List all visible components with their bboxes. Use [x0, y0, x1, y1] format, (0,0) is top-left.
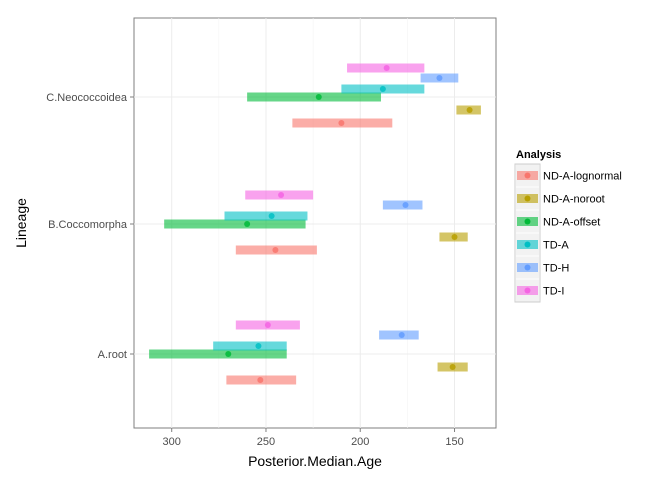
median-point — [338, 120, 345, 126]
median-point — [402, 202, 409, 208]
range-bar — [164, 219, 306, 229]
range-bar — [213, 341, 287, 351]
median-point — [244, 221, 251, 227]
median-point — [272, 247, 279, 253]
x-tick-label: 200 — [351, 436, 369, 448]
median-point — [466, 107, 473, 113]
legend-label: ND-A-lognormal — [543, 171, 622, 183]
legend: Analysis ND-A-lognormal ND-A-noroot ND-A-o… — [514, 149, 622, 303]
legend-title: Analysis — [516, 149, 561, 161]
y-axis-ticks: A.root B.Coccomorpha C.Neococcoidea — [46, 92, 134, 361]
legend-key-point — [524, 287, 531, 294]
x-tick-label: 250 — [257, 436, 275, 448]
median-points — [225, 65, 473, 383]
y-tick-label: C.Neococcoidea — [46, 92, 128, 104]
legend-key-point — [524, 172, 531, 179]
range-bar — [247, 92, 381, 102]
legend-frame — [514, 163, 541, 303]
legend-label: TD-H — [543, 263, 569, 275]
x-tick-label: 300 — [163, 436, 181, 448]
median-point — [278, 192, 285, 198]
median-point — [379, 86, 386, 92]
median-point — [451, 234, 458, 240]
y-axis-title: Lineage — [13, 198, 29, 248]
range-bar — [149, 349, 287, 359]
legend-key-point — [524, 241, 531, 248]
x-axis-title: Posterior.Median.Age — [248, 453, 382, 469]
median-point — [257, 377, 264, 383]
legend-label: TD-I — [543, 286, 564, 298]
median-point — [449, 364, 456, 370]
x-axis-ticks: 300 250 200 150 — [163, 428, 464, 448]
median-point — [268, 213, 275, 219]
y-tick-label: B.Coccomorpha — [48, 219, 128, 231]
range-bar — [224, 211, 308, 221]
legend-key-point — [524, 195, 531, 202]
legend-key-point — [524, 264, 531, 271]
median-point — [436, 75, 443, 81]
median-point — [398, 332, 405, 338]
legend-key-point — [524, 218, 531, 225]
legend-label: ND-A-noroot — [543, 194, 605, 206]
median-point — [264, 322, 271, 328]
legend-label: ND-A-offset — [543, 217, 600, 229]
legend-label: TD-A — [543, 240, 569, 252]
median-point — [315, 94, 322, 100]
median-point — [225, 351, 232, 357]
median-point — [383, 65, 390, 71]
median-point — [255, 343, 262, 349]
y-tick-label: A.root — [98, 349, 127, 361]
x-tick-label: 150 — [445, 436, 463, 448]
